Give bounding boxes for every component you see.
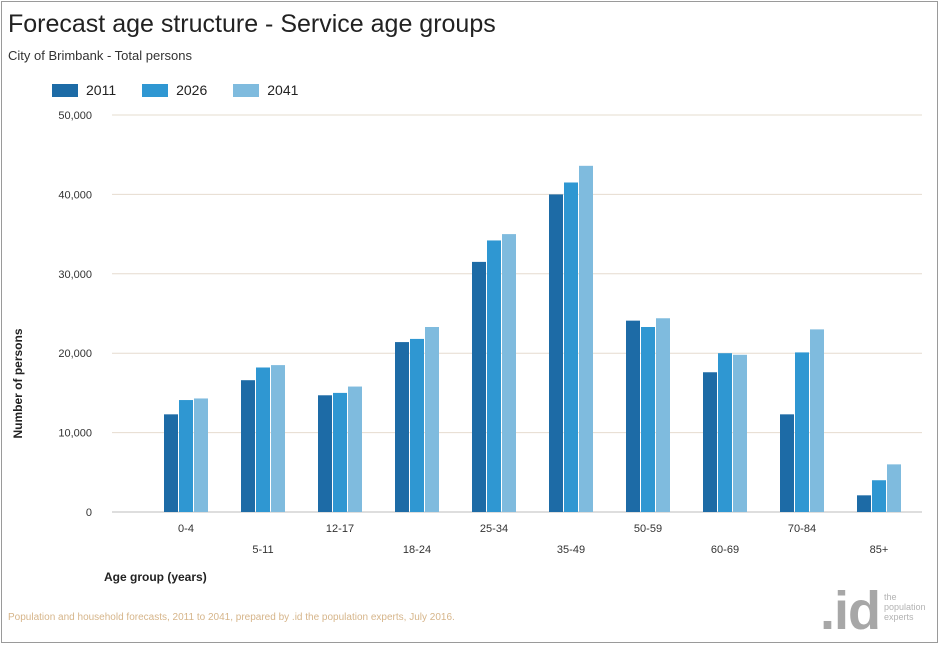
- y-tick-label-50000: 50,000: [58, 110, 92, 122]
- legend: 2011 2026 2041: [52, 82, 298, 98]
- legend-swatch-2026: [142, 83, 169, 97]
- bar-25-34-2041: [502, 234, 516, 512]
- bar-85+-2041: [887, 464, 901, 512]
- x-tick-label-50-59: 50-59: [634, 523, 662, 535]
- bar-50-59-2026: [641, 326, 655, 512]
- source-note: Population and household forecasts, 2011…: [8, 612, 455, 623]
- logo-tagline: the population experts: [884, 592, 926, 622]
- id-logo: .id the population experts: [820, 584, 928, 638]
- x-tick-label-18-24: 18-24: [403, 544, 431, 556]
- bar-70-84-2041: [810, 329, 824, 512]
- bar-70-84-2026: [795, 352, 809, 512]
- bar-5-11-2026: [256, 367, 270, 512]
- bar-85+-2026: [872, 480, 886, 512]
- bar-35-49-2041: [579, 165, 593, 513]
- bar-60-69-2011: [703, 372, 717, 512]
- bar-35-49-2026: [564, 182, 578, 513]
- chart-subtitle: City of Brimbank - Total persons: [8, 48, 192, 63]
- legend-label-2041: 2041: [267, 82, 299, 98]
- legend-item-2041[interactable]: 2041: [233, 82, 298, 98]
- legend-swatch-2011: [52, 83, 78, 97]
- bar-25-34-2011: [472, 261, 486, 512]
- legend-swatch-2041: [233, 83, 260, 97]
- x-tick-label-25-34: 25-34: [480, 523, 508, 535]
- y-tick-label-10000: 10,000: [58, 428, 92, 440]
- legend-item-2011[interactable]: 2011: [52, 82, 116, 98]
- bar-85+-2011: [857, 495, 871, 512]
- bar-5-11-2011: [241, 380, 255, 512]
- x-tick-label-0-4: 0-4: [178, 523, 194, 535]
- bar-18-24-2011: [395, 342, 409, 512]
- y-tick-label-20000: 20,000: [58, 348, 92, 360]
- bar-60-69-2026: [718, 353, 732, 512]
- y-axis-title: Number of persons: [11, 328, 25, 438]
- bar-50-59-2011: [626, 320, 640, 512]
- x-axis-title: Age group (years): [104, 570, 207, 584]
- x-tick-label-5-11: 5-11: [252, 544, 273, 556]
- bar-12-17-2011: [318, 395, 332, 512]
- x-tick-label-35-49: 35-49: [557, 544, 585, 556]
- bar-12-17-2041: [348, 386, 362, 512]
- bar-18-24-2026: [410, 338, 424, 512]
- bar-0-4-2041: [194, 398, 208, 512]
- x-tick-label-12-17: 12-17: [326, 523, 354, 535]
- bar-70-84-2011: [780, 414, 794, 512]
- bar-12-17-2026: [333, 392, 347, 512]
- x-tick-label-70-84: 70-84: [788, 523, 816, 535]
- y-tick-label-0: 0: [86, 507, 92, 519]
- bar-0-4-2011: [164, 414, 178, 512]
- bar-5-11-2041: [271, 365, 285, 512]
- bar-25-34-2026: [487, 240, 501, 512]
- bar-35-49-2011: [549, 194, 563, 512]
- bar-0-4-2026: [179, 400, 193, 512]
- x-tick-label-85+: 85+: [870, 544, 889, 556]
- bar-18-24-2041: [425, 326, 439, 512]
- logo-mark: .id: [820, 581, 881, 641]
- legend-label-2026: 2026: [176, 82, 208, 98]
- legend-label-2011: 2011: [86, 82, 117, 98]
- x-tick-label-60-69: 60-69: [711, 544, 739, 556]
- y-tick-label-40000: 40,000: [58, 189, 92, 201]
- bar-60-69-2041: [733, 354, 747, 512]
- legend-item-2026[interactable]: 2026: [142, 82, 207, 98]
- y-tick-label-30000: 30,000: [58, 269, 92, 281]
- chart-title: Forecast age structure - Service age gro…: [8, 10, 496, 38]
- bar-50-59-2041: [656, 318, 670, 512]
